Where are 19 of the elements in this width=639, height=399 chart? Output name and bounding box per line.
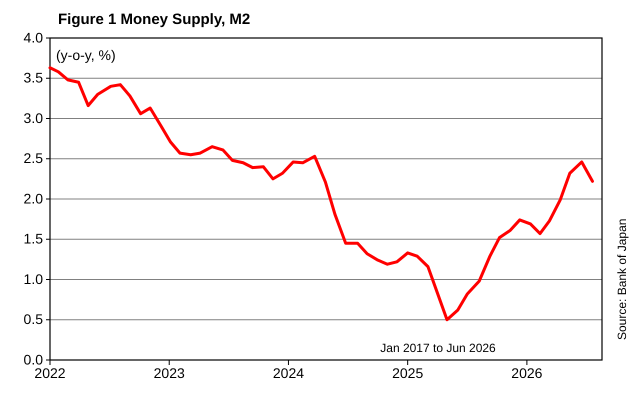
annotation: Jan 2017 to Jun 2026 (380, 341, 496, 355)
y-tick-label: 1.5 (24, 230, 44, 247)
x-tick-label: 2023 (154, 364, 186, 381)
y-tick-label: 4.0 (24, 29, 44, 46)
y-tick-label: 1.0 (24, 270, 44, 287)
y-tick-label: 3.0 (24, 110, 44, 126)
x-tick-label: 2022 (34, 364, 66, 381)
y-tick-label: 0.0 (24, 351, 44, 368)
y-tick-label: 2.5 (24, 150, 44, 166)
line-series (48, 66, 594, 322)
y-tick-label: 3.5 (24, 70, 44, 86)
x-tick-label: 2025 (392, 364, 424, 381)
source-note: Source: Bank of Japan (615, 218, 629, 340)
x-tick-label: 2024 (272, 364, 304, 381)
x-tick-label: 2026 (511, 364, 543, 381)
y-tick-label: 2.0 (24, 190, 44, 206)
y-tick-label: 0.5 (24, 311, 44, 328)
y-axis-title: (y-o-y, %) (56, 47, 116, 63)
chart-title: Figure 1 Money Supply, M2 (58, 11, 250, 28)
